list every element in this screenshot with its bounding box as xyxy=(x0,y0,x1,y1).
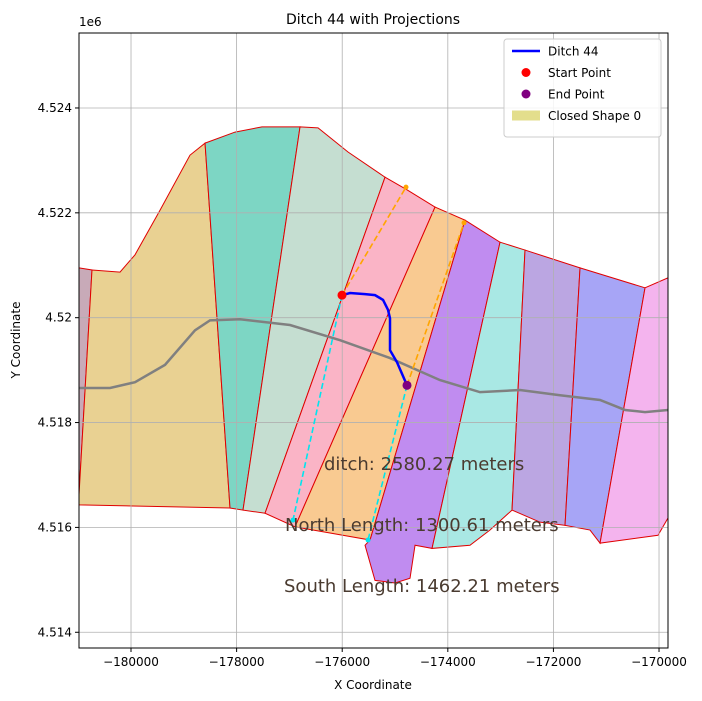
line xyxy=(79,318,668,414)
y-tick-label: 4.52 xyxy=(45,311,72,325)
x-tick-label: −176000 xyxy=(314,655,370,669)
annotation: North Length: 1300.61 meters xyxy=(285,515,559,536)
legend-box xyxy=(503,38,662,138)
y-tick-label: 4.516 xyxy=(38,520,72,534)
x-axis-label: X Coordinate xyxy=(334,678,412,692)
line xyxy=(341,186,407,296)
projection-end xyxy=(365,537,371,543)
x-tick-label: −172000 xyxy=(525,655,581,669)
region xyxy=(564,267,646,545)
chart-title: Ditch 44 with Projections xyxy=(286,12,460,28)
legend-label: Ditch 44 xyxy=(548,45,599,59)
legend-swatch xyxy=(521,68,531,77)
x-tick-label: −180000 xyxy=(103,655,159,669)
legend-label: Start Point xyxy=(548,66,611,80)
region xyxy=(79,142,231,509)
line xyxy=(406,222,465,386)
x-tick-label: −178000 xyxy=(209,655,265,669)
axes-frame xyxy=(78,32,669,649)
annotation: South Length: 1462.21 meters xyxy=(284,576,560,597)
y-tick-label: 4.518 xyxy=(38,416,72,430)
point xyxy=(337,290,347,300)
legend-swatch xyxy=(521,89,531,99)
plot-area xyxy=(79,33,668,648)
projection-end xyxy=(461,220,467,226)
line xyxy=(292,294,343,521)
legend-label: Closed Shape 0 xyxy=(548,109,641,123)
legend-label: End Point xyxy=(548,88,605,102)
point xyxy=(402,380,412,390)
annotation: ditch: 2580.27 meters xyxy=(324,454,524,475)
y-tick-label: 4.522 xyxy=(38,206,72,220)
y-tick-label: 4.514 xyxy=(38,625,72,639)
ditch-line xyxy=(341,291,409,386)
legend-swatch xyxy=(512,110,540,121)
y-tick-label: 4.524 xyxy=(38,101,72,115)
axis-offset: 1e6 xyxy=(79,15,102,29)
x-tick-label: −174000 xyxy=(420,655,476,669)
y-axis-label: Y Coordinate xyxy=(9,302,23,380)
x-tick-label: −170000 xyxy=(631,655,687,669)
projection-end xyxy=(403,184,409,190)
region xyxy=(511,249,581,526)
projection-end xyxy=(290,517,296,523)
